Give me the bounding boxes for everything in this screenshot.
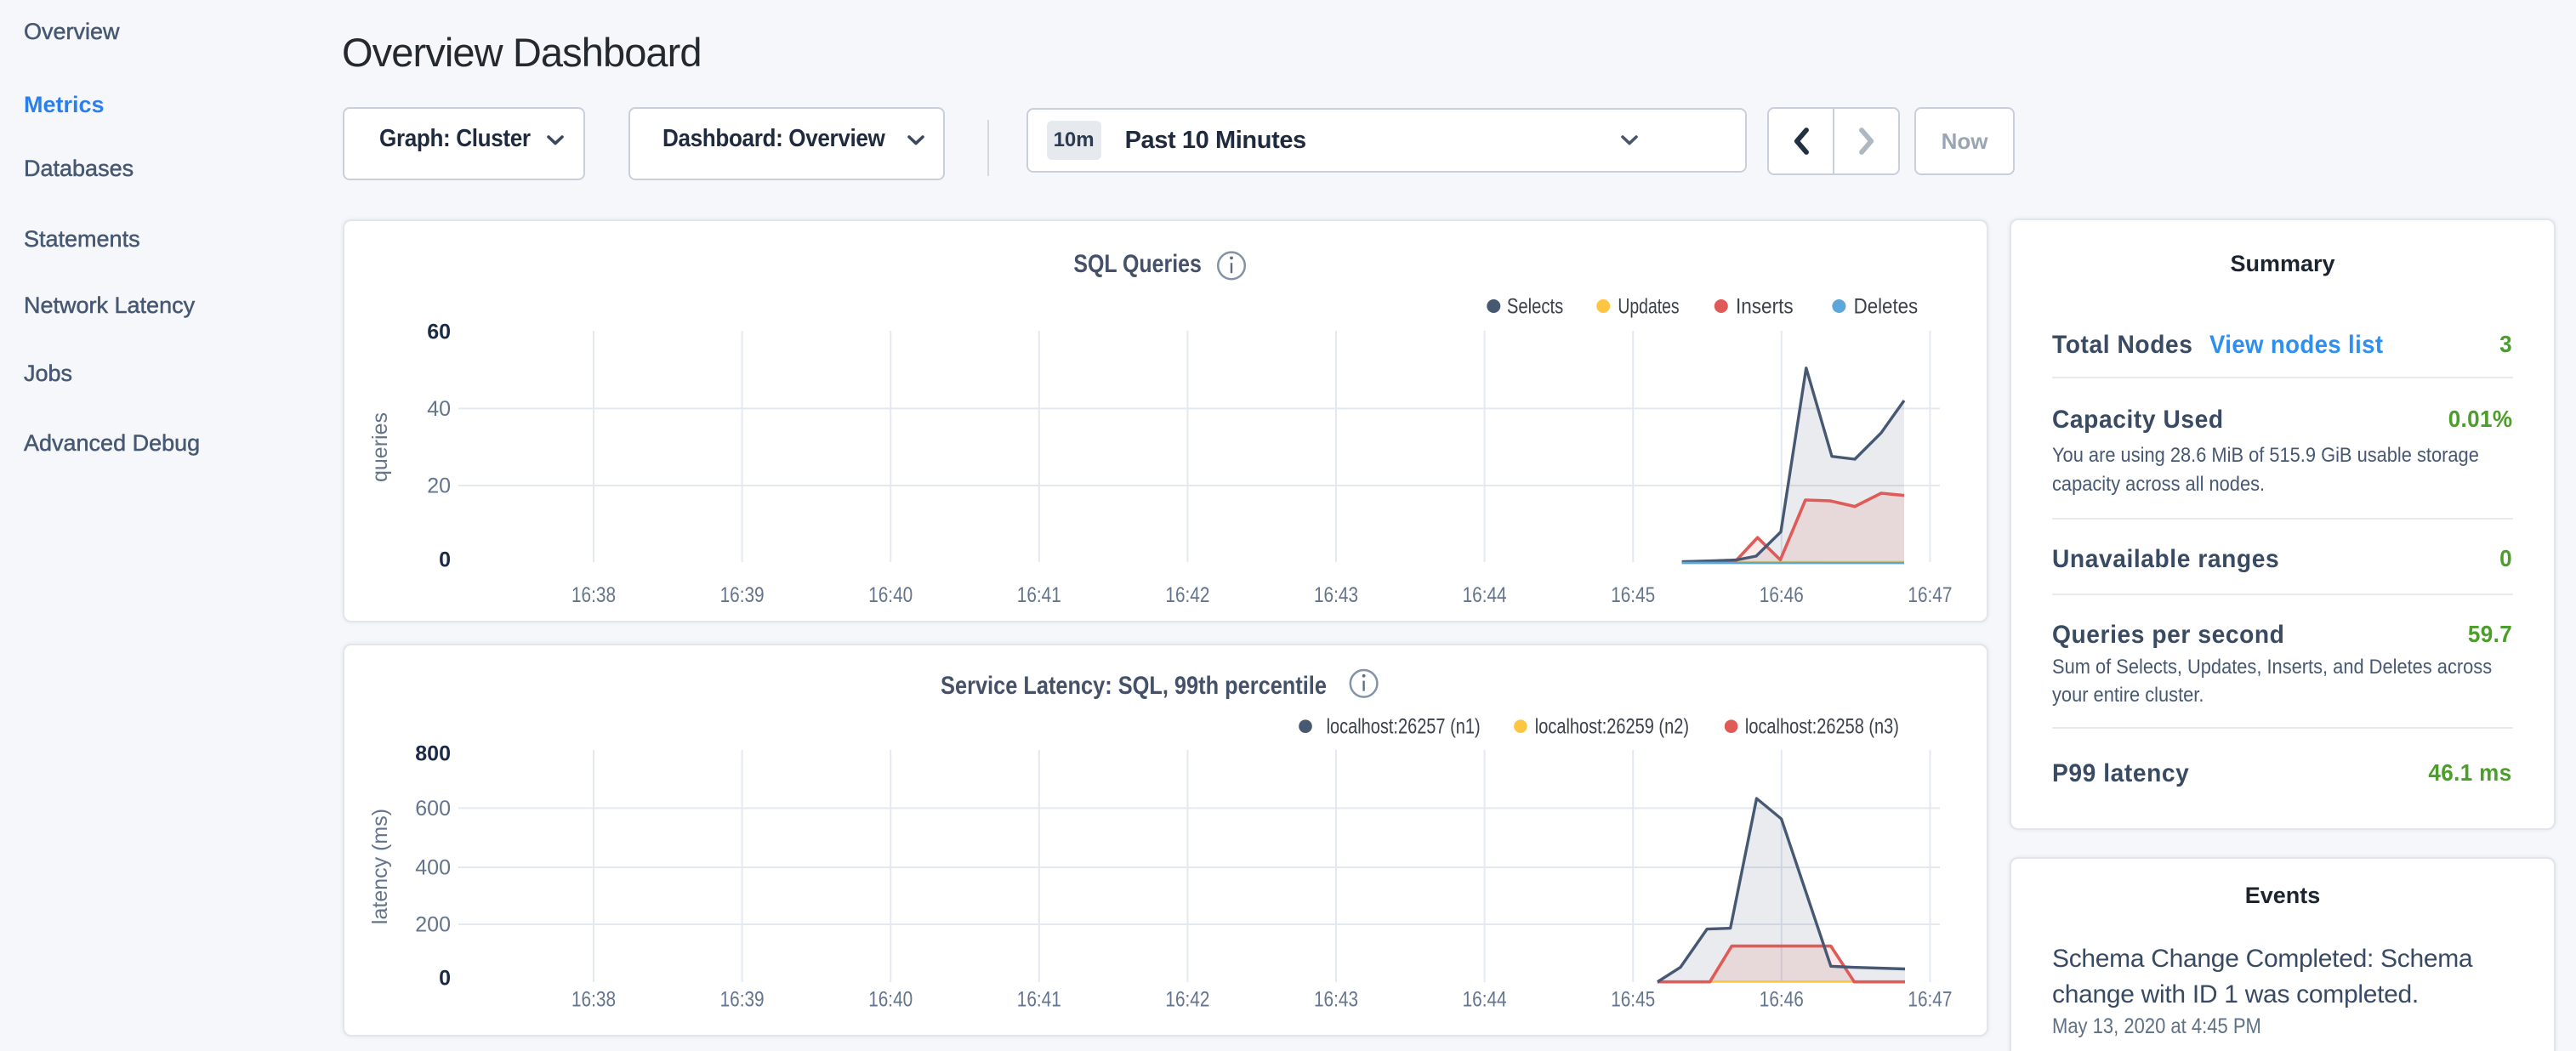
svg-text:16:47: 16:47	[1908, 583, 1952, 607]
svg-text:queries: queries	[368, 412, 392, 482]
svg-text:16:38: 16:38	[571, 988, 616, 1012]
svg-text:16:40: 16:40	[868, 988, 913, 1012]
svg-text:SQL Queries: SQL Queries	[1073, 249, 1202, 278]
svg-text:16:43: 16:43	[1314, 583, 1358, 607]
svg-text:20: 20	[427, 474, 451, 498]
svg-text:Selects: Selects	[1507, 295, 1563, 318]
svg-text:Inserts: Inserts	[1736, 295, 1794, 318]
svg-text:Deletes: Deletes	[1854, 295, 1919, 318]
svg-text:0: 0	[439, 548, 451, 572]
svg-text:16:41: 16:41	[1017, 988, 1061, 1012]
svg-text:16:39: 16:39	[720, 988, 765, 1012]
svg-text:200: 200	[415, 913, 451, 937]
svg-text:localhost:26257 (n1): localhost:26257 (n1)	[1327, 716, 1481, 739]
svg-text:16:38: 16:38	[571, 583, 616, 607]
svg-text:16:45: 16:45	[1611, 988, 1655, 1012]
svg-text:16:39: 16:39	[720, 583, 765, 607]
svg-text:Service Latency: SQL, 99th per: Service Latency: SQL, 99th percentile	[941, 671, 1327, 699]
svg-text:16:44: 16:44	[1463, 988, 1507, 1012]
svg-text:600: 600	[415, 797, 451, 821]
svg-text:16:46: 16:46	[1760, 988, 1804, 1012]
svg-text:Updates: Updates	[1618, 295, 1679, 318]
svg-text:localhost:26259 (n2): localhost:26259 (n2)	[1535, 716, 1689, 739]
svg-text:400: 400	[415, 856, 451, 880]
svg-text:latency (ms): latency (ms)	[368, 809, 392, 924]
svg-text:800: 800	[415, 742, 451, 766]
svg-text:16:40: 16:40	[868, 583, 913, 607]
svg-text:localhost:26258 (n3): localhost:26258 (n3)	[1745, 716, 1899, 739]
svg-text:60: 60	[427, 321, 451, 344]
svg-text:16:46: 16:46	[1760, 583, 1804, 607]
svg-text:16:43: 16:43	[1314, 988, 1358, 1012]
svg-text:16:42: 16:42	[1165, 988, 1209, 1012]
svg-text:16:47: 16:47	[1908, 988, 1952, 1012]
svg-text:0: 0	[439, 967, 451, 991]
svg-text:16:45: 16:45	[1611, 583, 1655, 607]
svg-text:40: 40	[427, 397, 451, 421]
svg-text:16:42: 16:42	[1165, 583, 1209, 607]
svg-text:16:44: 16:44	[1463, 583, 1507, 607]
svg-text:16:41: 16:41	[1017, 583, 1061, 607]
